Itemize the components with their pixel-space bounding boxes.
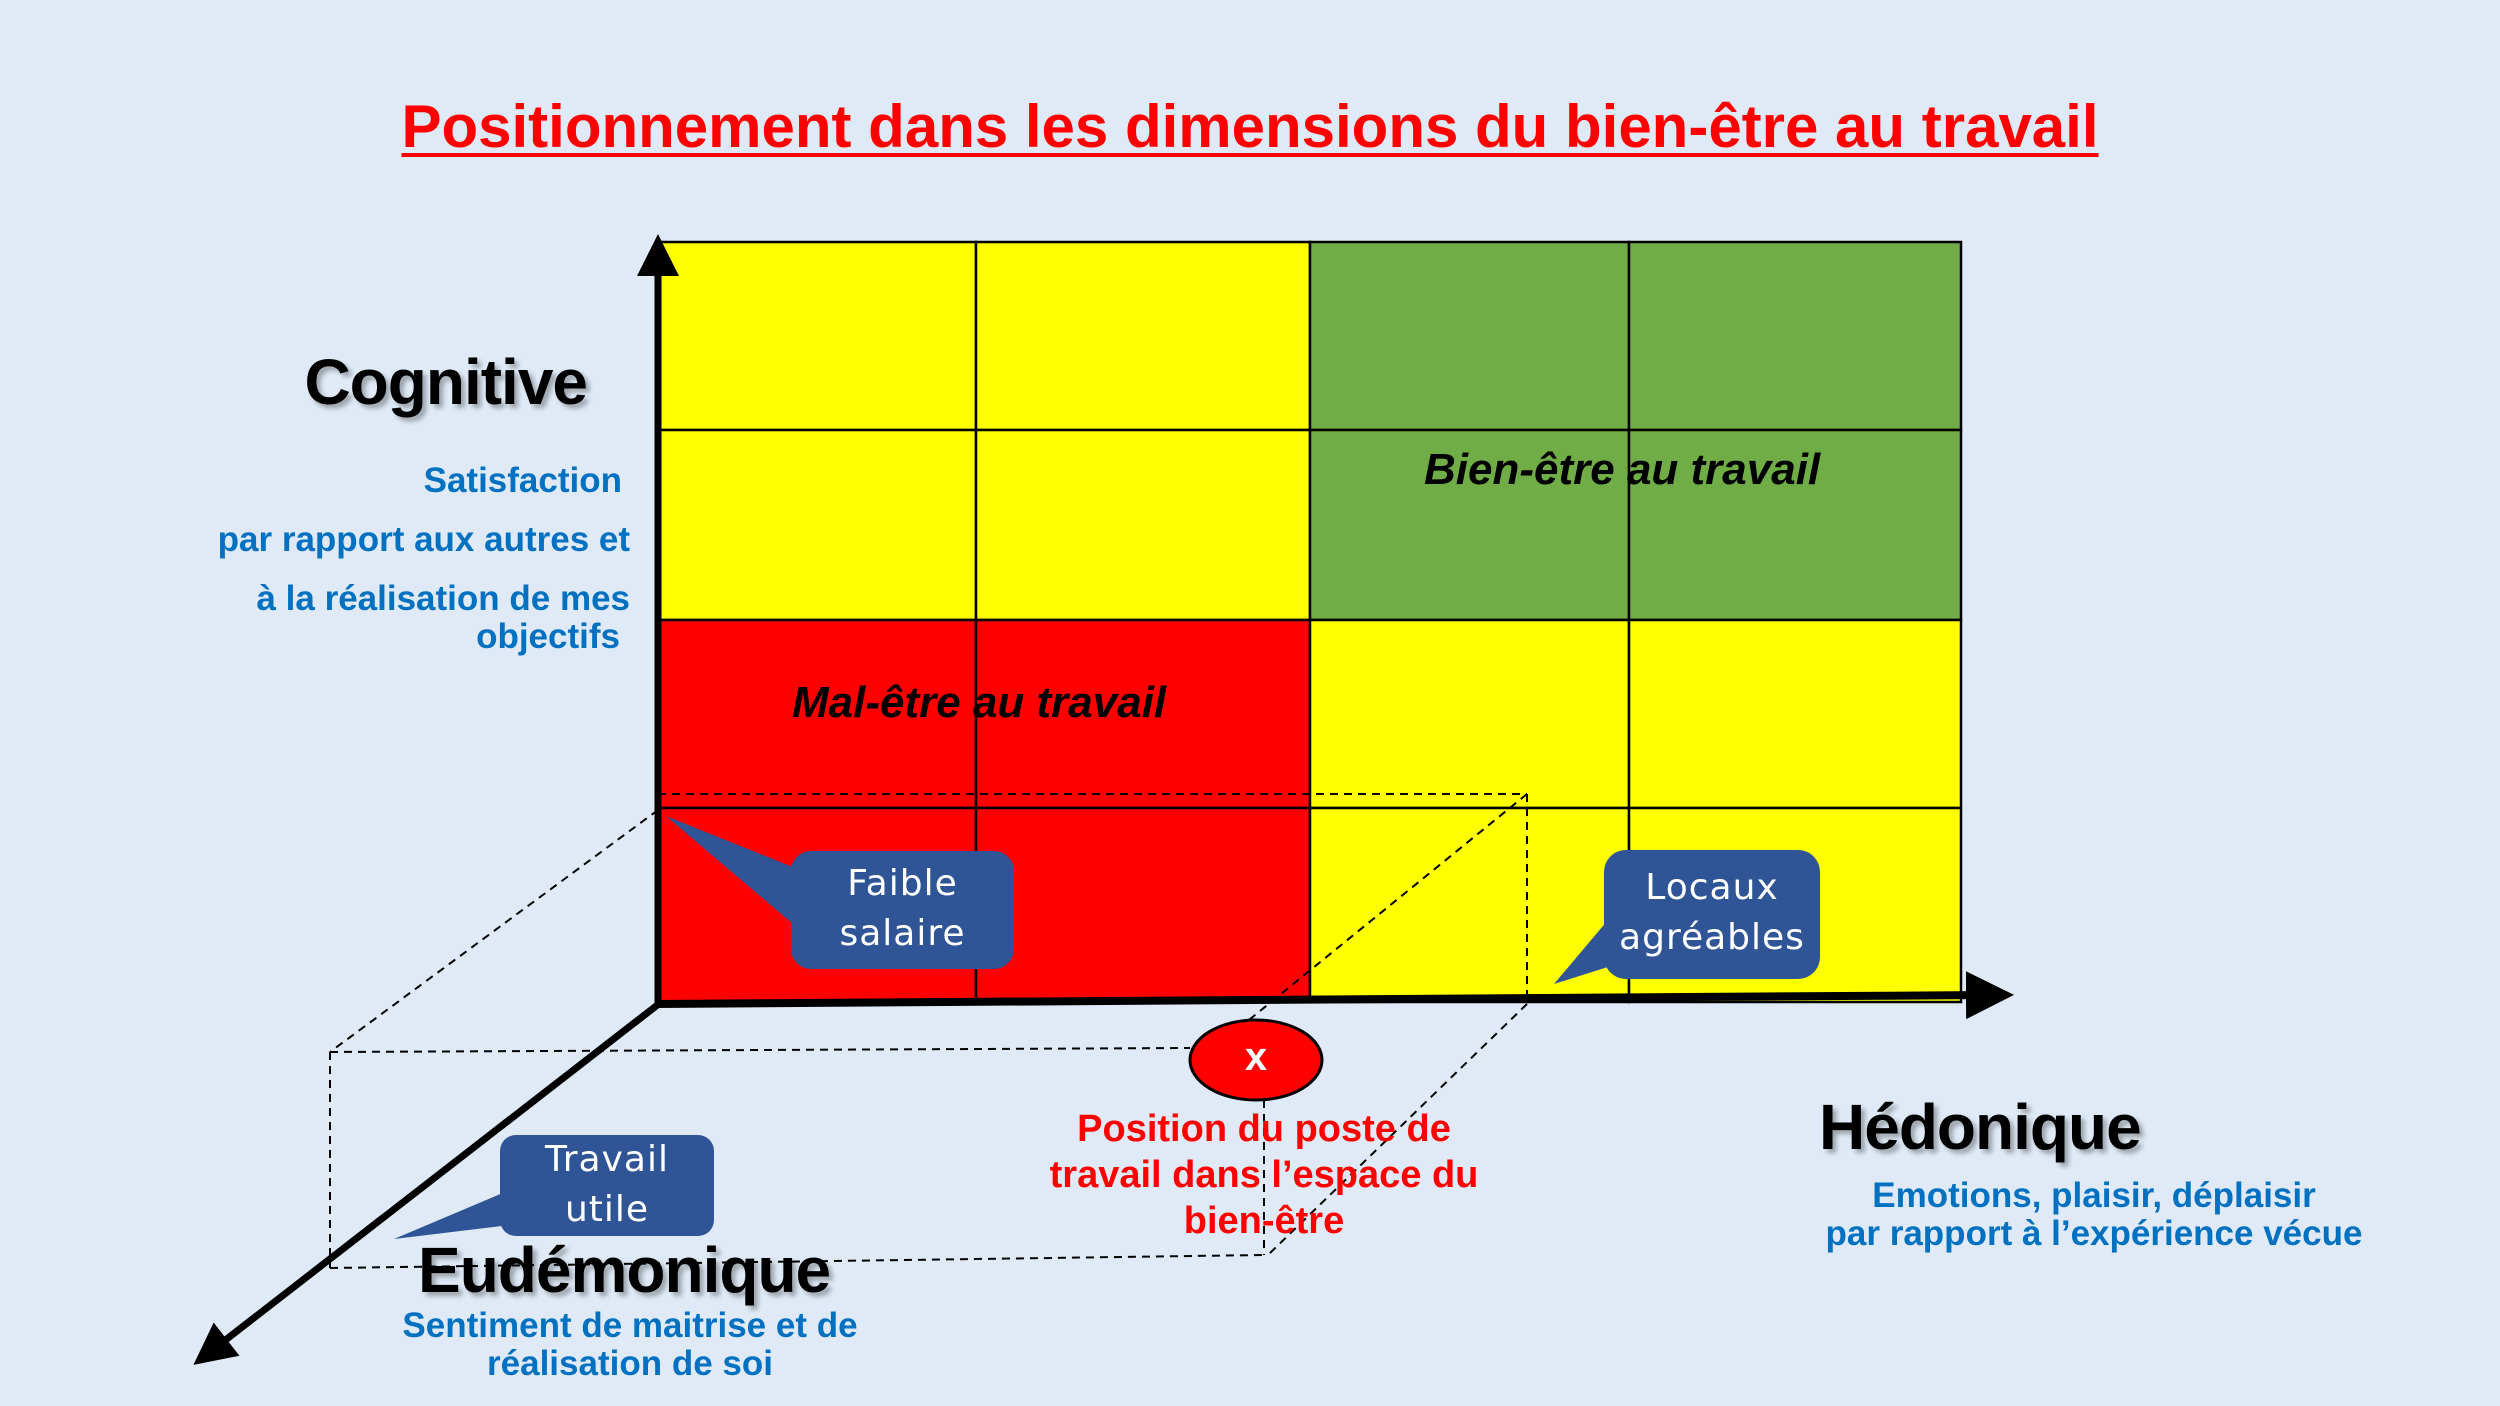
grid-cell-yellow — [656, 240, 978, 432]
projection-lines — [329, 793, 1528, 1269]
callout-locaux-agreables — [1554, 850, 1820, 984]
callout-locaux-text: Locaux agréables — [1604, 863, 1820, 963]
description-line: objectifs — [476, 617, 620, 656]
title-text: Positionnement dans les dimensions du bi… — [401, 93, 2099, 160]
cognitive-description: Satisfaction par rapport aux autres et à… — [218, 462, 630, 656]
grid-cell-green — [1308, 240, 1631, 432]
callout-line: salaire — [839, 913, 966, 954]
callout-travail-utile — [394, 1135, 714, 1239]
description-line: par rapport à l’expérience vécue — [1825, 1214, 2363, 1253]
zone-bien-etre-label: Bien-être au travail — [1424, 445, 1821, 494]
description-line: par rapport aux autres et — [217, 520, 630, 559]
eudemonique-label: Eudémonique — [418, 1234, 831, 1306]
grid-cell-red — [974, 806, 1312, 1004]
grid-cell-yellow — [974, 428, 1312, 622]
grid-cell-green — [1627, 240, 1963, 432]
page-title: Positionnement dans les dimensions du bi… — [0, 92, 2500, 161]
callout-line: Travail — [545, 1139, 669, 1180]
description-line: à la réalisation de mes — [256, 579, 630, 618]
grid-cell-yellow — [974, 240, 1312, 432]
grid-cells — [656, 240, 1963, 1004]
description-line: Sentiment de maitrise et de — [402, 1306, 858, 1345]
callout-travail-utile-text: Travail utile — [500, 1135, 714, 1235]
cognitive-label: Cognitive — [304, 346, 588, 418]
callout-line: Faible — [847, 863, 958, 904]
callout-line: utile — [564, 1189, 650, 1230]
callout-faible-salaire-text: Faible salaire — [791, 859, 1014, 959]
grid-cell-yellow — [656, 428, 978, 622]
label-line: travail dans l’espace du — [1049, 1154, 1479, 1196]
grid-cell-green — [1627, 428, 1963, 622]
description-line: Satisfaction — [423, 461, 622, 500]
callout-faible-salaire — [666, 816, 1014, 969]
hedonique-axis — [654, 971, 2014, 1020]
callout-line: agréables — [1619, 917, 1805, 958]
eudemonique-description: Sentiment de maitrise et de réalisation … — [330, 1307, 930, 1383]
callout-line: Locaux — [1645, 867, 1779, 908]
grid-cell-yellow — [1308, 618, 1631, 810]
grid-cell-yellow — [1627, 618, 1963, 810]
position-marker — [1188, 1018, 1324, 1102]
hedonique-description: Emotions, plaisir, déplaisir par rapport… — [1794, 1177, 2394, 1253]
hedonique-label: Hédonique — [1819, 1091, 2142, 1163]
description-line: Emotions, plaisir, déplaisir — [1872, 1176, 2316, 1215]
eudemonique-axis — [193, 1000, 663, 1365]
position-marker-label: Position du poste de travail dans l’espa… — [1014, 1106, 1514, 1244]
label-line: Position du poste de — [1077, 1108, 1451, 1150]
position-marker-symbol: x — [1244, 1035, 1268, 1079]
label-line: bien-être — [1183, 1200, 1345, 1242]
zone-mal-etre-label: Mal-être au travail — [792, 678, 1167, 727]
description-line: réalisation de soi — [487, 1344, 773, 1383]
grid-cell-red — [974, 618, 1312, 810]
